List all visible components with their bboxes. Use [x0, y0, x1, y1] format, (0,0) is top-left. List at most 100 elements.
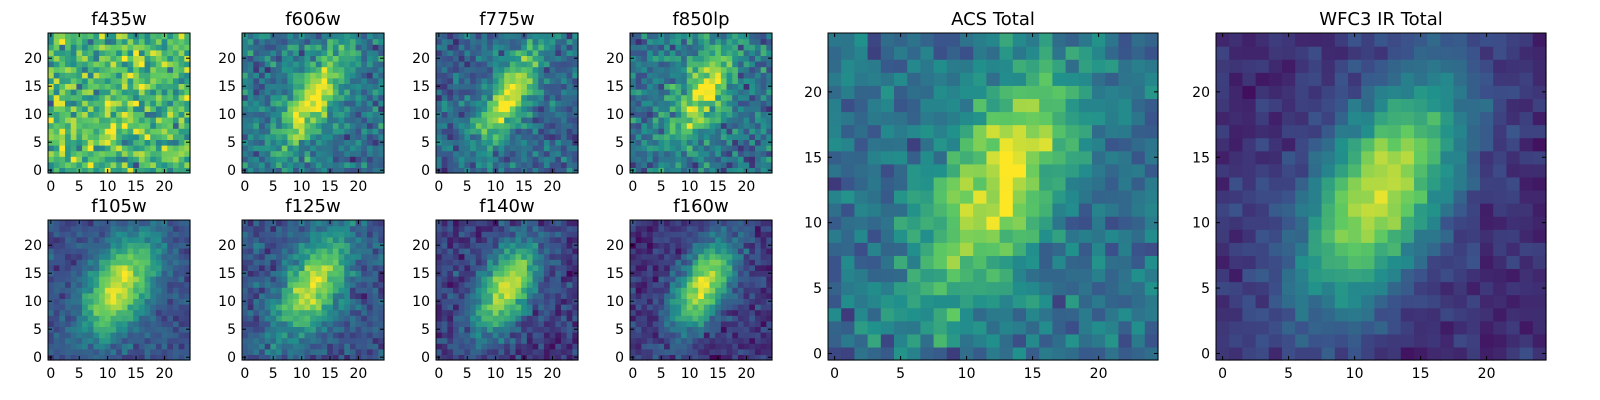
- heatmap-cell: [470, 167, 477, 174]
- heatmap-cell: [355, 161, 362, 168]
- heatmap-cell: [287, 94, 294, 101]
- heatmap-cell: [521, 264, 528, 271]
- heatmap-cell: [664, 122, 671, 129]
- heatmap-cell: [366, 145, 374, 152]
- heatmap-cell: [692, 354, 699, 361]
- heatmap-cell: [560, 44, 568, 51]
- heatmap-cell: [737, 105, 745, 112]
- heatmap-cell: [715, 287, 722, 294]
- heatmap-cell: [566, 117, 573, 124]
- heatmap-cell: [664, 161, 671, 168]
- heatmap-cell: [743, 72, 750, 79]
- heatmap-cell: [652, 320, 659, 327]
- heatmap-cell: [447, 94, 454, 101]
- heatmap-cell: [70, 61, 77, 68]
- heatmap-cell: [332, 242, 340, 249]
- heatmap-cell: [150, 248, 157, 255]
- heatmap-cell: [555, 220, 562, 227]
- heatmap-cell: [732, 89, 739, 96]
- heatmap-cell: [766, 100, 773, 107]
- heatmap-cell: [372, 33, 379, 40]
- heatmap-cell: [698, 167, 705, 174]
- heatmap-cell: [487, 94, 494, 101]
- heatmap-cell: [133, 111, 140, 118]
- heatmap-cell: [287, 259, 294, 266]
- heatmap-cell: [281, 348, 289, 355]
- heatmap-cell: [743, 304, 750, 311]
- heatmap-cell: [133, 298, 140, 305]
- heatmap-cell: [259, 156, 266, 163]
- heatmap-cell: [293, 38, 300, 45]
- heatmap-cell: [521, 309, 528, 316]
- heatmap-cell: [321, 292, 328, 299]
- heatmap-cell: [361, 111, 368, 118]
- heatmap-cell: [76, 133, 83, 140]
- heatmap-cell: [543, 94, 551, 101]
- heatmap-cell: [652, 276, 659, 283]
- heatmap-cell: [259, 343, 266, 350]
- heatmap-cell: [647, 281, 654, 288]
- heatmap-cell: [172, 122, 180, 129]
- heatmap-cell: [110, 38, 117, 45]
- heatmap-cell: [48, 276, 55, 283]
- heatmap-cell: [492, 66, 500, 73]
- heatmap-cell: [675, 320, 682, 327]
- heatmap-cell: [327, 242, 334, 249]
- heatmap-cell: [332, 337, 340, 344]
- heatmap-cell: [453, 150, 460, 157]
- heatmap-cell: [549, 133, 556, 140]
- heatmap-cell: [675, 61, 682, 68]
- heatmap-cell: [366, 259, 374, 266]
- heatmap-cell: [70, 145, 77, 152]
- heatmap-cell: [652, 145, 659, 152]
- heatmap-cell: [327, 259, 334, 266]
- heatmap-cell: [332, 117, 340, 124]
- heatmap-cell: [121, 264, 129, 271]
- heatmap-cell: [104, 38, 112, 45]
- heatmap-cell: [315, 33, 323, 40]
- x-tick-label: 15: [321, 179, 339, 195]
- x-tick-label: 10: [487, 366, 505, 382]
- heatmap-cell: [475, 55, 483, 62]
- heatmap-cell: [652, 128, 659, 135]
- heatmap-cell: [121, 83, 129, 90]
- heatmap-cell: [264, 326, 271, 333]
- x-tick-label: 10: [681, 179, 699, 195]
- heatmap-cell: [720, 83, 728, 90]
- heatmap-cell: [155, 77, 163, 84]
- heatmap-cell: [287, 117, 294, 124]
- heatmap-cell: [327, 77, 334, 84]
- heatmap-cell: [675, 292, 682, 299]
- heatmap-cell: [720, 320, 728, 327]
- heatmap-cell: [104, 128, 112, 135]
- heatmap-cell: [566, 105, 573, 112]
- heatmap-cell: [65, 156, 72, 163]
- heatmap-cell: [327, 298, 334, 305]
- heatmap-cell: [48, 248, 55, 255]
- heatmap-cell: [287, 253, 294, 260]
- heatmap-cell: [167, 242, 174, 249]
- heatmap-cell: [515, 354, 522, 361]
- heatmap-cell: [76, 298, 83, 305]
- heatmap-cell: [532, 77, 539, 84]
- heatmap-cell: [481, 270, 488, 277]
- heatmap-cell: [310, 61, 317, 68]
- heatmap-cell: [349, 55, 357, 62]
- heatmap-cell: [247, 49, 254, 56]
- heatmap-cell: [669, 128, 677, 135]
- heatmap-cell: [532, 44, 539, 51]
- heatmap-cell: [549, 242, 556, 249]
- heatmap-cell: [361, 49, 368, 56]
- heatmap-cell: [441, 225, 448, 232]
- heatmap-cell: [150, 77, 157, 84]
- heatmap-cell: [264, 248, 271, 255]
- heatmap-cell: [372, 304, 379, 311]
- heatmap-cell: [150, 94, 157, 101]
- heatmap-cell: [253, 66, 260, 73]
- heatmap-cell: [167, 326, 174, 333]
- heatmap-cell: [760, 100, 767, 107]
- heatmap-cell: [53, 348, 60, 355]
- heatmap-cell: [492, 332, 500, 339]
- heatmap-cell: [332, 55, 340, 62]
